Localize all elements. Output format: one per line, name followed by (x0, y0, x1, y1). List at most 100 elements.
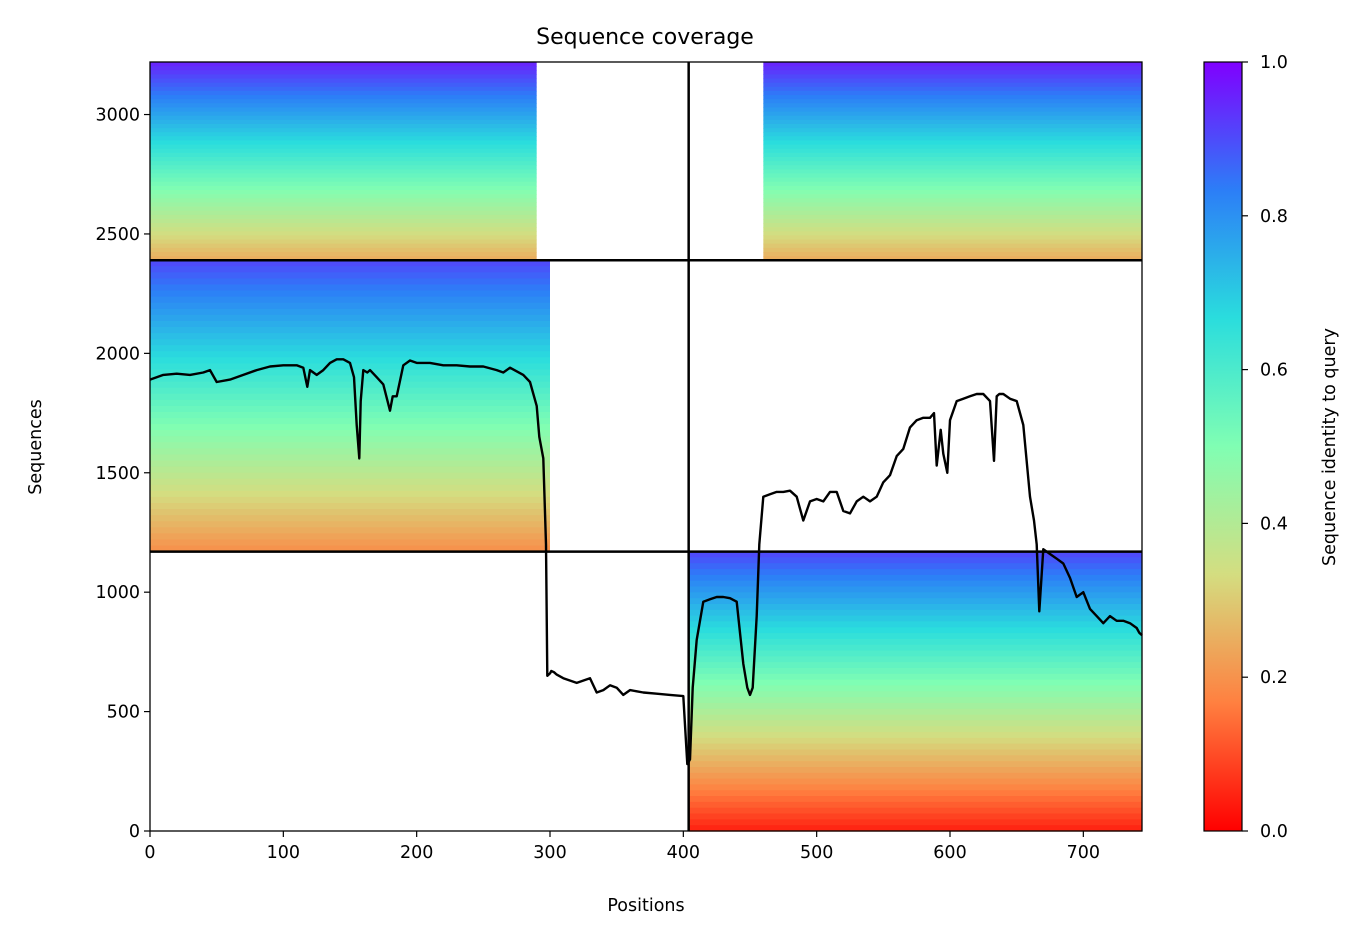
coverage-band (688, 615, 1142, 623)
coverage-block (150, 260, 550, 553)
coverage-band (150, 148, 537, 154)
coverage-band (150, 169, 537, 175)
coverage-band (763, 144, 1142, 150)
x-tick-label: 400 (667, 843, 700, 863)
x-tick-label: 300 (533, 843, 566, 863)
coverage-band (688, 580, 1142, 588)
coverage-band (688, 633, 1142, 640)
coverage-band (763, 214, 1142, 220)
coverage-band (763, 152, 1142, 158)
coverage-band (688, 772, 1142, 780)
coverage-band (150, 78, 537, 84)
coverage-band (688, 801, 1142, 809)
coverage-band (150, 369, 550, 377)
coverage-band (150, 86, 537, 92)
coverage-band (688, 586, 1142, 593)
coverage-band (763, 247, 1142, 253)
coverage-band (688, 755, 1142, 762)
coverage-band (763, 223, 1142, 228)
coverage-band (763, 206, 1142, 212)
coverage-band (150, 302, 550, 310)
coverage-band (763, 95, 1142, 100)
coverage-band (763, 70, 1142, 75)
coverage-band (688, 644, 1142, 652)
coverage-band (150, 478, 550, 486)
coverage-band (688, 819, 1142, 826)
coverage-band (763, 218, 1142, 224)
colorbar-tick-label: 0.8 (1260, 207, 1288, 227)
coverage-band (763, 78, 1142, 84)
coverage-band (150, 418, 550, 425)
coverage-block (150, 62, 537, 261)
coverage-band (763, 148, 1142, 154)
coverage-band (688, 569, 1142, 576)
coverage-band (150, 466, 550, 474)
coverage-band (763, 177, 1142, 183)
coverage-band (688, 737, 1142, 745)
coverage-band (150, 272, 550, 280)
coverage-band (150, 99, 537, 104)
coverage-band (150, 393, 550, 401)
coverage-band (763, 74, 1142, 80)
coverage-band (150, 95, 537, 100)
x-axis-label: Positions (607, 896, 684, 916)
coverage-band (688, 697, 1142, 704)
coverage-band (763, 136, 1142, 142)
coverage-band (150, 227, 537, 232)
coverage-band (688, 598, 1142, 605)
colorbar: 0.0 0.2 0.4 0.6 0.8 1.0 (1203, 53, 1288, 842)
coverage-band (150, 290, 550, 298)
y-tick-label: 1000 (95, 583, 140, 603)
chart-title: Sequence coverage (536, 25, 754, 50)
x-tick-label: 600 (933, 843, 966, 863)
coverage-band (688, 551, 1142, 559)
coverage-band (688, 778, 1142, 786)
coverage-band (763, 210, 1142, 216)
coverage-band (763, 169, 1142, 175)
coverage-band (763, 90, 1142, 96)
coverage-band (150, 496, 550, 504)
coverage-band (688, 668, 1142, 675)
coverage-band (150, 181, 537, 187)
coverage-band (150, 107, 537, 113)
coverage-band (150, 128, 537, 133)
coverage-band (763, 227, 1142, 232)
x-axis: 0 100 200 300 400 500 600 700 (144, 831, 1100, 863)
coverage-band (688, 732, 1142, 739)
coverage-band (150, 260, 550, 267)
coverage-band (150, 387, 550, 395)
coverage-band (150, 509, 550, 516)
colorbar-gradient (1203, 61, 1243, 832)
coverage-band (150, 123, 537, 129)
coverage-band (150, 223, 537, 228)
colorbar-tick-label: 1.0 (1260, 53, 1288, 73)
coverage-band (763, 185, 1142, 191)
coverage-band (150, 527, 550, 534)
coverage-band (150, 165, 537, 170)
coverage-band (150, 156, 537, 162)
coverage-band (763, 66, 1142, 71)
coverage-band (150, 194, 537, 199)
coverage-band (688, 662, 1142, 669)
coverage-band (688, 766, 1142, 774)
coverage-band (763, 251, 1142, 257)
coverage-band (150, 251, 537, 257)
coverage-band (688, 574, 1142, 582)
x-tick-label: 100 (267, 843, 300, 863)
coverage-band (763, 202, 1142, 208)
coverage-band (688, 790, 1142, 797)
coverage-line (149, 358, 1143, 766)
coverage-band (763, 156, 1142, 162)
coverage-band (150, 278, 550, 286)
coverage-band (688, 825, 1142, 832)
coverage-band (763, 161, 1142, 166)
colorbar-tick-label: 0.4 (1260, 514, 1288, 534)
coverage-block (688, 551, 1142, 832)
coverage-band (150, 399, 550, 407)
coverage-band (150, 454, 550, 462)
coverage-band (688, 720, 1142, 727)
plot-frame (149, 61, 1143, 832)
coverage-band (150, 115, 537, 121)
coverage-band (150, 62, 537, 67)
coverage-band (150, 503, 550, 510)
